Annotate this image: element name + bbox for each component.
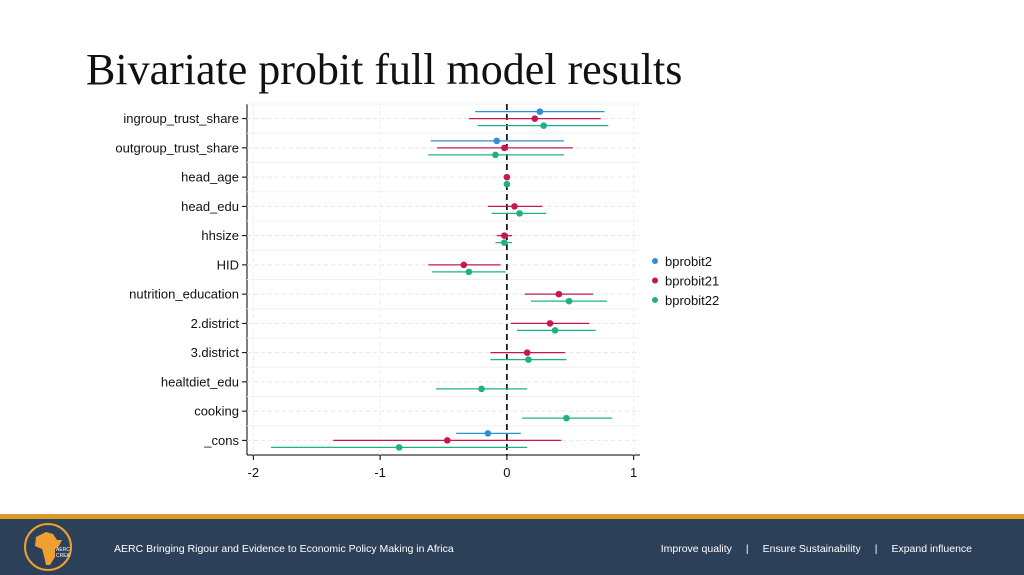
legend-marker-bprobit2 xyxy=(652,258,658,264)
point-estimate-bprobit21 xyxy=(523,349,531,356)
point-estimate-bprobit21 xyxy=(546,320,554,327)
series-bprobit21 xyxy=(333,115,601,444)
x-tick-label: 0 xyxy=(503,465,510,480)
point-estimate-bprobit22 xyxy=(465,268,473,276)
y-tick-label: HID xyxy=(217,257,239,272)
footer-link-sustainability[interactable]: Ensure Sustainability xyxy=(762,543,861,555)
y-tick-label: ingroup_trust_share xyxy=(123,111,239,126)
y-tick-label: hhsize xyxy=(201,228,239,243)
x-tick-label: 1 xyxy=(630,465,637,480)
slide-title: Bivariate probit full model results xyxy=(86,45,683,94)
svg-text:CREA: CREA xyxy=(56,553,71,559)
y-tick-label: 2.district xyxy=(191,316,240,331)
point-estimate-bprobit21 xyxy=(503,173,511,181)
y-tick-label: cooking xyxy=(194,404,239,419)
point-estimate-bprobit22 xyxy=(501,239,508,246)
point-estimate-bprobit21 xyxy=(501,232,508,239)
x-tick-label: -2 xyxy=(248,465,260,480)
legend-label-bprobit22: bprobit22 xyxy=(665,293,719,308)
y-tick-label: head_age xyxy=(181,170,239,185)
point-estimate-bprobit21 xyxy=(555,290,563,298)
point-estimate-bprobit22 xyxy=(540,122,547,129)
y-tick-label: 3.district xyxy=(191,345,240,360)
footer-separator: | xyxy=(874,543,878,555)
footer-accent-stripe xyxy=(0,514,1024,519)
point-estimate-bprobit22 xyxy=(551,327,559,334)
footer-link-influence[interactable]: Expand influence xyxy=(891,543,972,555)
point-estimate-bprobit22 xyxy=(516,210,523,217)
point-estimate-bprobit2 xyxy=(536,108,544,115)
series-bprobit22 xyxy=(271,122,613,451)
point-estimate-bprobit21 xyxy=(501,144,508,152)
y-tick-label: head_edu xyxy=(181,199,239,214)
point-estimate-bprobit22 xyxy=(563,414,570,422)
aerc-logo: AERC CREA xyxy=(24,523,72,571)
point-estimate-bprobit2 xyxy=(493,137,501,145)
point-estimate-bprobit22 xyxy=(395,444,403,451)
legend-marker-bprobit21 xyxy=(652,277,658,284)
point-estimate-bprobit22 xyxy=(478,385,485,393)
point-estimate-bprobit22 xyxy=(503,180,511,188)
point-estimate-bprobit21 xyxy=(511,203,518,210)
y-tick-label: outgroup_trust_share xyxy=(115,140,239,155)
point-estimate-bprobit2 xyxy=(484,430,492,437)
y-tick-label: _cons xyxy=(203,433,239,448)
series-bprobit2 xyxy=(430,108,605,437)
x-tick-label: -1 xyxy=(374,465,386,480)
y-tick-label: healtdiet_edu xyxy=(161,374,239,389)
coefficient-plot: ingroup_trust_share outgroup_trust_shareh… xyxy=(115,103,719,480)
footer-link-quality[interactable]: Improve quality xyxy=(660,543,732,555)
footer-bar: AERC CREA AERC Bringing Rigour and Evide… xyxy=(0,519,1024,575)
point-estimate-bprobit22 xyxy=(492,151,499,159)
point-estimate-bprobit21 xyxy=(444,437,451,444)
svg-text:AERC: AERC xyxy=(56,547,70,553)
legend-label-bprobit2: bprobit2 xyxy=(665,254,712,269)
point-estimate-bprobit22 xyxy=(525,356,532,363)
point-estimate-bprobit22 xyxy=(565,297,573,305)
legend-marker-bprobit22 xyxy=(652,297,658,303)
y-tick-label: nutrition_education xyxy=(129,287,239,302)
point-estimate-bprobit21 xyxy=(460,261,468,269)
legend-label-bprobit21: bprobit21 xyxy=(665,274,719,289)
point-estimate-bprobit21 xyxy=(531,115,539,122)
footer-links: Improve quality | Ensure Sustainability | Ex… xyxy=(661,543,972,555)
footer-tagline: AERC Bringing Rigour and Evidence to Eco… xyxy=(114,543,454,555)
footer-separator: | xyxy=(745,543,749,555)
